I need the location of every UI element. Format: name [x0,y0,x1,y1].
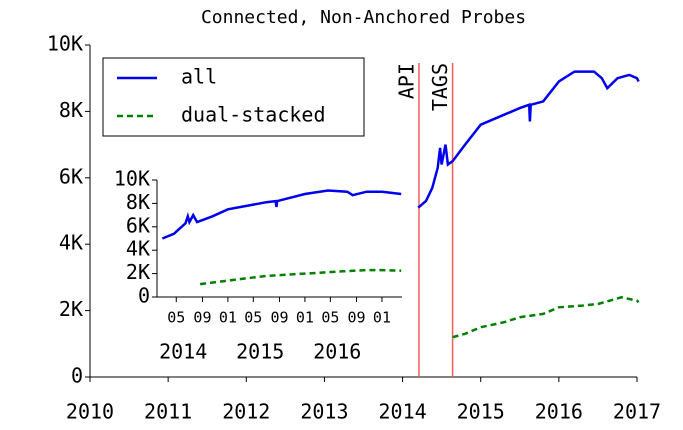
year-label: 2015 [236,340,284,364]
x-tick-label: 05 [244,309,262,327]
x-tick-label: 05 [167,309,185,327]
y-tick-label: 8K [59,98,83,122]
y-tick-label: 10K [47,32,83,56]
annotation-label: API [394,63,418,99]
y-tick-label: 6K [126,213,150,237]
x-tick-label: 09 [193,309,211,327]
x-tick-label: 01 [373,309,391,327]
x-tick-label: 2016 [535,400,583,424]
x-tick-label: 01 [219,309,237,327]
x-tick-label: 2013 [300,400,348,424]
y-tick-label: 0 [138,284,150,308]
series-line [161,189,402,240]
x-tick-label: 09 [270,309,288,327]
y-tick-label: 10K [114,167,150,191]
x-tick-label: 2017 [613,400,661,424]
legend-label: all [181,65,217,89]
legend-box [102,57,365,137]
year-label: 2016 [313,340,361,364]
year-label: 2014 [159,340,207,364]
series-line [417,70,640,209]
legend-label: dual-stacked [181,103,326,127]
y-tick-label: 2K [59,297,83,321]
x-tick-label: 09 [348,309,366,327]
y-tick-label: 4K [126,237,150,261]
y-tick-label: 6K [59,164,83,188]
x-tick-label: 05 [321,309,339,327]
series-line [199,268,402,286]
x-tick-label: 2011 [144,400,192,424]
x-tick-label: 2010 [66,400,114,424]
x-tick-label: 01 [296,309,314,327]
x-tick-label: 2015 [457,400,505,424]
chart-title: Connected, Non-Anchored Probes [201,7,526,28]
y-tick-label: 0 [71,364,83,388]
y-tick-label: 2K [126,260,150,284]
x-tick-label: 2012 [222,400,270,424]
series-line [452,296,640,339]
y-tick-label: 8K [126,190,150,214]
x-tick-label: 2014 [378,400,426,424]
annotation-label: TAGS [428,63,452,111]
y-tick-label: 4K [59,231,83,255]
